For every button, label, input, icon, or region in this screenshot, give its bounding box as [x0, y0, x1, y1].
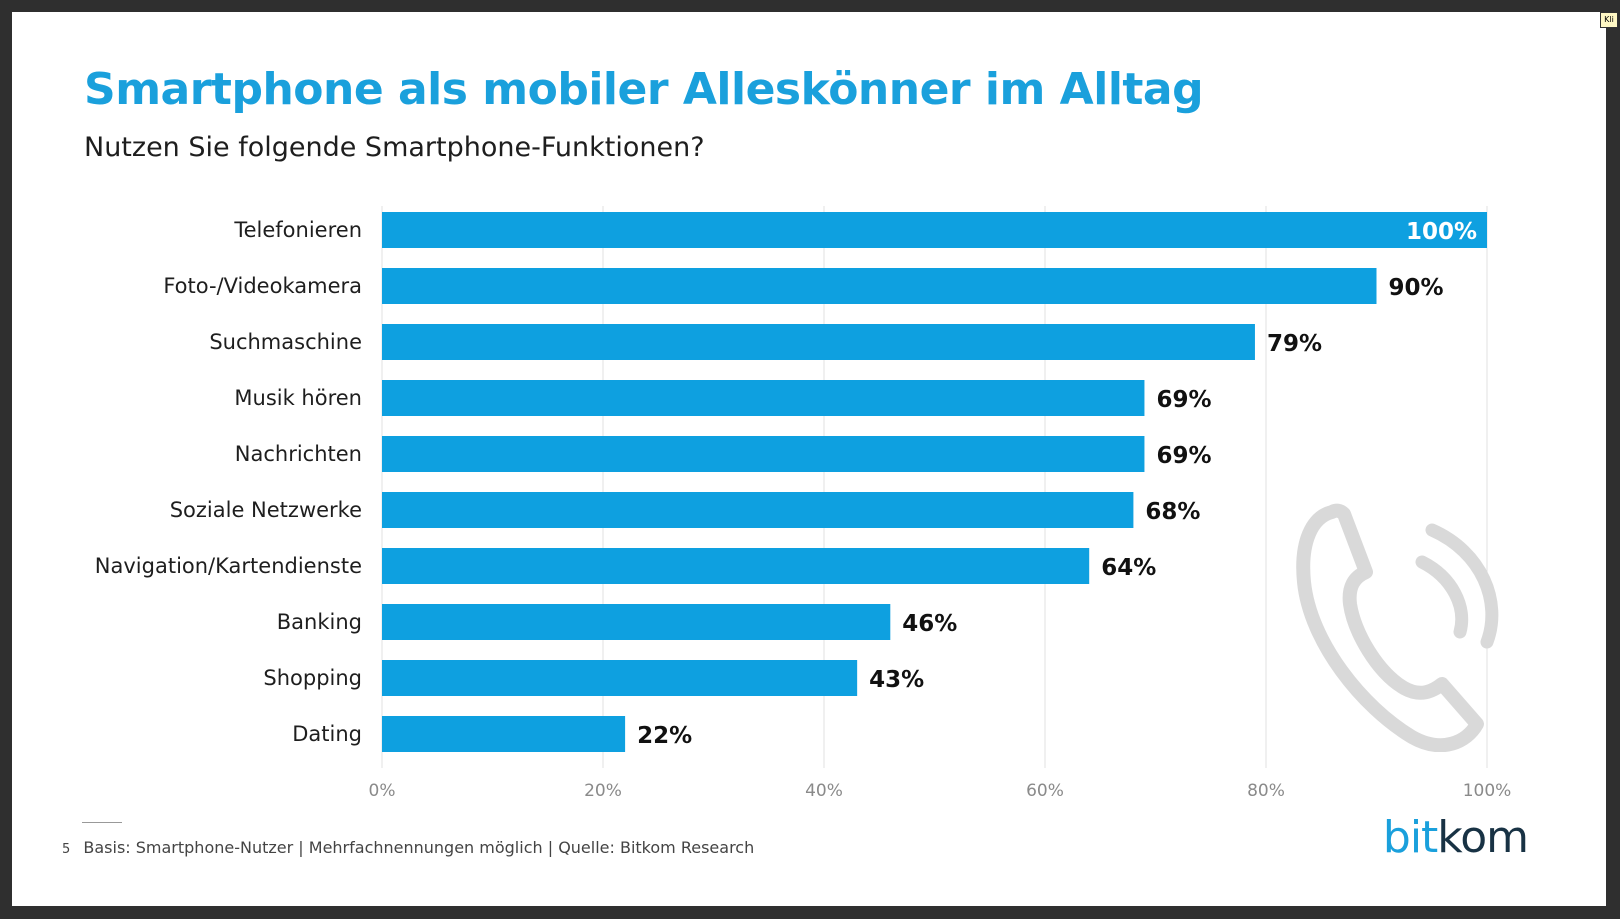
category-labels: Telefonieren Foto-/Videokamera Suchmaschin… — [95, 218, 362, 746]
category-label: Musik hören — [234, 386, 362, 410]
bar — [382, 380, 1145, 416]
x-tick-label: 20% — [584, 781, 622, 801]
x-tick-label: 100% — [1463, 781, 1512, 801]
category-label: Foto-/Videokamera — [163, 274, 362, 298]
page-number: 5 — [62, 842, 71, 857]
logo-part-bit: bit — [1382, 812, 1438, 863]
bar — [382, 436, 1145, 472]
bar — [382, 548, 1090, 584]
x-tick-label: 80% — [1247, 781, 1285, 801]
chart-subtitle: Nutzen Sie folgende Smartphone-Funktione… — [84, 132, 705, 163]
value-labels: 100% 90% 79% 69% 69% 68% 64% 46% 43% 22% — [637, 219, 1477, 749]
bars — [382, 212, 1487, 752]
value-label: 90% — [1389, 275, 1444, 301]
footer-note: 5 Basis: Smartphone-Nutzer | Mehrfachnen… — [62, 838, 754, 857]
category-label: Nachrichten — [235, 442, 362, 466]
x-tick-label: 0% — [369, 781, 396, 801]
value-label: 79% — [1267, 331, 1322, 357]
x-tick-label: 60% — [1026, 781, 1064, 801]
bar — [382, 268, 1377, 304]
value-label: 68% — [1145, 499, 1200, 525]
value-label: 43% — [869, 667, 924, 693]
bar — [382, 212, 1487, 248]
bar — [382, 604, 891, 640]
chart-title: Smartphone als mobiler Alleskönner im Al… — [84, 64, 1204, 115]
source-note: Basis: Smartphone-Nutzer | Mehrfachnennu… — [83, 838, 755, 857]
bitkom-logo: bitkom — [1382, 812, 1529, 863]
value-label: 69% — [1156, 387, 1211, 413]
bar — [382, 324, 1255, 360]
slide: Smartphone als mobiler Alleskönner im Al… — [12, 12, 1606, 906]
category-label: Dating — [292, 722, 362, 746]
value-label: 64% — [1101, 555, 1156, 581]
category-label: Navigation/Kartendienste — [95, 554, 362, 578]
x-tick-label: 40% — [805, 781, 843, 801]
category-label: Telefonieren — [233, 218, 362, 242]
value-label: 46% — [902, 611, 957, 637]
category-label: Soziale Netzwerke — [170, 498, 362, 522]
bar — [382, 716, 626, 752]
bar — [382, 660, 858, 696]
footer-divider — [82, 822, 122, 823]
bar-chart: Telefonieren Foto-/Videokamera Suchmaschin… — [95, 206, 1512, 801]
value-label: 69% — [1156, 443, 1211, 469]
x-axis-ticks: 0% 20% 40% 60% 80% 100% — [369, 781, 1512, 801]
phone-handset-icon — [1296, 503, 1499, 752]
category-label: Shopping — [263, 666, 362, 690]
category-label: Banking — [277, 610, 362, 634]
value-label: 100% — [1406, 219, 1477, 245]
logo-part-kom: kom — [1437, 812, 1529, 863]
corner-tab[interactable]: Kli — [1600, 12, 1618, 28]
value-label: 22% — [637, 723, 692, 749]
bar — [382, 492, 1134, 528]
category-label: Suchmaschine — [209, 330, 362, 354]
